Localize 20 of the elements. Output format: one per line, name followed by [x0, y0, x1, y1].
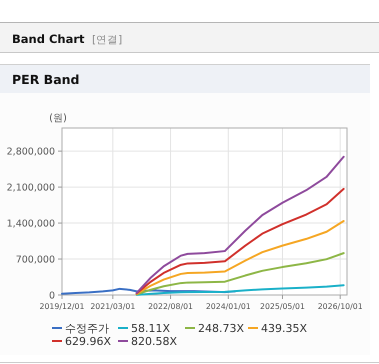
line-series: [136, 188, 345, 294]
y-tick-label: 2,100,000: [6, 182, 55, 194]
legend-label: 수정주가: [65, 322, 109, 335]
text: [연결]: [92, 34, 122, 46]
y-tick-label: 0: [48, 290, 55, 302]
legend-label: 248.73X: [198, 322, 244, 335]
legend-label: 629.96X: [65, 335, 112, 348]
legend-label: 58.11X: [131, 322, 170, 335]
y-tick-label: 1,400,000: [6, 218, 55, 230]
legend-label: 820.58X: [131, 335, 178, 348]
y-axis-title: (원): [49, 113, 67, 124]
line-series: [136, 284, 345, 296]
line-series: [136, 252, 345, 296]
y-tick-label: 2,800,000: [6, 146, 55, 158]
text: Band Chart: [12, 32, 86, 46]
line-series: [136, 156, 345, 294]
legend-label: 439.35X: [261, 322, 308, 335]
y-tick-label: 700,000: [16, 254, 55, 266]
chart-title: PER Band: [12, 72, 80, 87]
line-series: [136, 220, 345, 295]
